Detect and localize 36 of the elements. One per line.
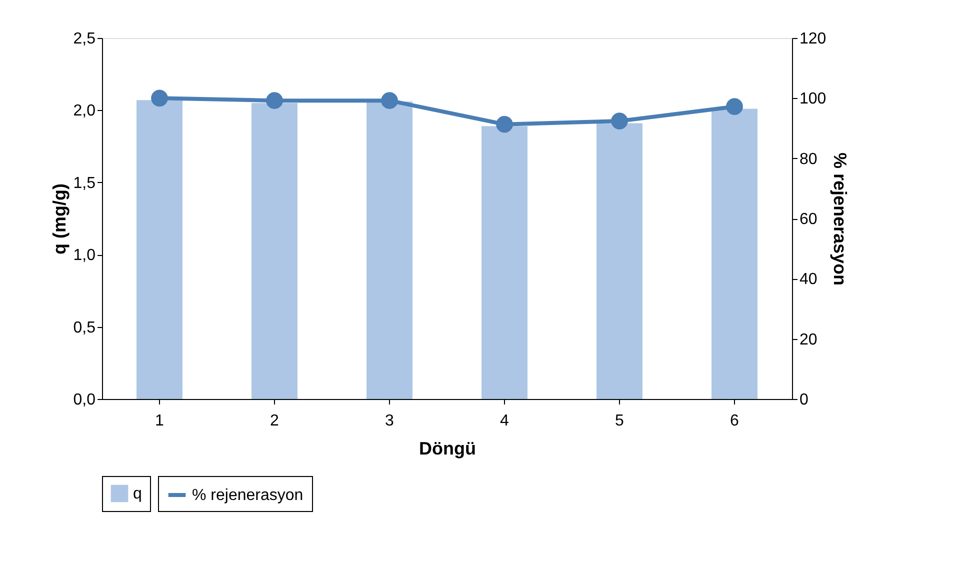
bar [366,102,412,399]
point [151,90,168,107]
x-tick-label: 2 [270,412,280,430]
x-tick-label: 3 [385,412,394,430]
y-tick-label: 0,5 [73,319,96,336]
y2-tick-label: 20 [800,331,818,348]
point [266,92,283,109]
x-tick-label: 6 [730,412,740,430]
y2-tick-label: 80 [800,150,818,168]
bar [482,126,528,399]
point [381,92,398,109]
y-tick-label: 2,5 [73,30,96,48]
legend-label: % rejenerasyon [192,487,304,504]
bar [252,102,298,399]
y2-tick-label: 120 [800,30,826,48]
y-tick-label: 1,5 [73,174,96,192]
point [611,112,628,130]
x-tick-label: 1 [155,412,164,430]
y-tick-label: 2,0 [73,102,96,120]
y2-tick-label: 60 [800,211,818,228]
bar [596,123,642,399]
point [726,98,743,115]
bar [136,100,182,399]
y2-axis-title: % rejenerasyon [830,152,850,286]
bar [712,108,758,399]
x-tick-label: 5 [615,412,624,430]
x-tick-label: 4 [500,412,510,430]
y2-tick-label: 40 [800,271,818,288]
y2-tick-label: 100 [800,90,826,108]
y-tick-label: 0,0 [73,392,96,408]
y2-tick-label: 0 [800,392,808,408]
y-tick-label: 1,0 [73,247,96,264]
y-axis-title: q (mg/g) [49,184,70,254]
point [496,116,513,133]
x-axis-title: Döngü [419,438,476,458]
legend-label: q [133,486,142,502]
